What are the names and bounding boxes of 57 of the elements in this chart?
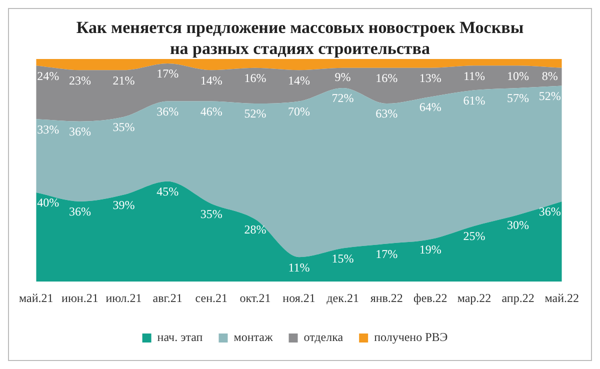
data-label: 36%	[68, 124, 91, 138]
data-label: 36%	[156, 104, 179, 118]
data-label: 72%	[332, 91, 354, 106]
data-label: 10%	[507, 68, 530, 83]
data-label: 45%	[156, 184, 179, 199]
data-label: 35%	[200, 206, 222, 221]
data-label: 52%	[538, 88, 561, 103]
data-label: 30%	[507, 218, 530, 232]
x-tick-label: окт.21	[240, 290, 271, 305]
data-label: 9%	[334, 70, 351, 84]
data-label: 23%	[68, 73, 91, 88]
data-label: 40%	[37, 196, 60, 210]
data-label: 14%	[288, 73, 310, 88]
data-label: 11%	[463, 68, 486, 83]
x-tick-label: фев.22	[414, 290, 448, 305]
data-label: 63%	[376, 106, 398, 121]
data-label: 28%	[244, 222, 266, 236]
data-label: 8%	[542, 68, 558, 83]
data-label: 36%	[68, 204, 91, 219]
x-tick-label: мар.22	[457, 290, 492, 305]
data-label: 16%	[376, 71, 398, 86]
data-label: 19%	[419, 242, 442, 256]
x-tick-label: июн.21	[62, 290, 98, 305]
x-tick-label: май.22	[544, 290, 580, 305]
data-label: 14%	[200, 73, 222, 88]
data-label: 24%	[37, 68, 60, 83]
legend-label: получено РВЭ	[374, 330, 448, 344]
data-label: 33%	[37, 122, 60, 136]
data-label: 25%	[463, 229, 486, 244]
data-label: 36%	[538, 204, 561, 219]
legend-label: отделка	[304, 330, 344, 344]
x-tick-label: ноя.21	[282, 290, 316, 305]
data-label: 35%	[112, 120, 135, 134]
data-label: 13%	[419, 71, 442, 86]
x-tick-label: сен.21	[195, 290, 228, 305]
data-label: 70%	[288, 104, 310, 118]
x-tick-label: авг.21	[152, 290, 182, 305]
x-tick-label: май.21	[18, 290, 54, 305]
data-label: 64%	[419, 100, 442, 114]
data-label: 17%	[156, 66, 179, 81]
x-tick-label: апр.22	[502, 290, 534, 305]
chart-title: Как меняется предложение массовых новостроек Москвы на разных стадиях строительства	[75, 17, 525, 59]
legend-label: монтаж	[234, 330, 274, 344]
x-tick-label: янв.22	[370, 290, 403, 305]
data-label: 52%	[244, 106, 266, 121]
data-label: 17%	[376, 246, 398, 261]
data-label: 46%	[200, 104, 222, 118]
data-label: 57%	[507, 91, 530, 106]
data-label: 15%	[332, 251, 354, 266]
data-label: 16%	[244, 71, 266, 86]
x-tick-label: дек.21	[326, 290, 359, 305]
data-label: 21%	[112, 73, 135, 88]
data-label: 61%	[463, 93, 486, 108]
legend-label: нач. этап	[157, 330, 204, 344]
data-label: 39%	[112, 198, 135, 212]
data-label: 11%	[288, 260, 310, 274]
x-tick-label: июл.21	[106, 290, 142, 305]
